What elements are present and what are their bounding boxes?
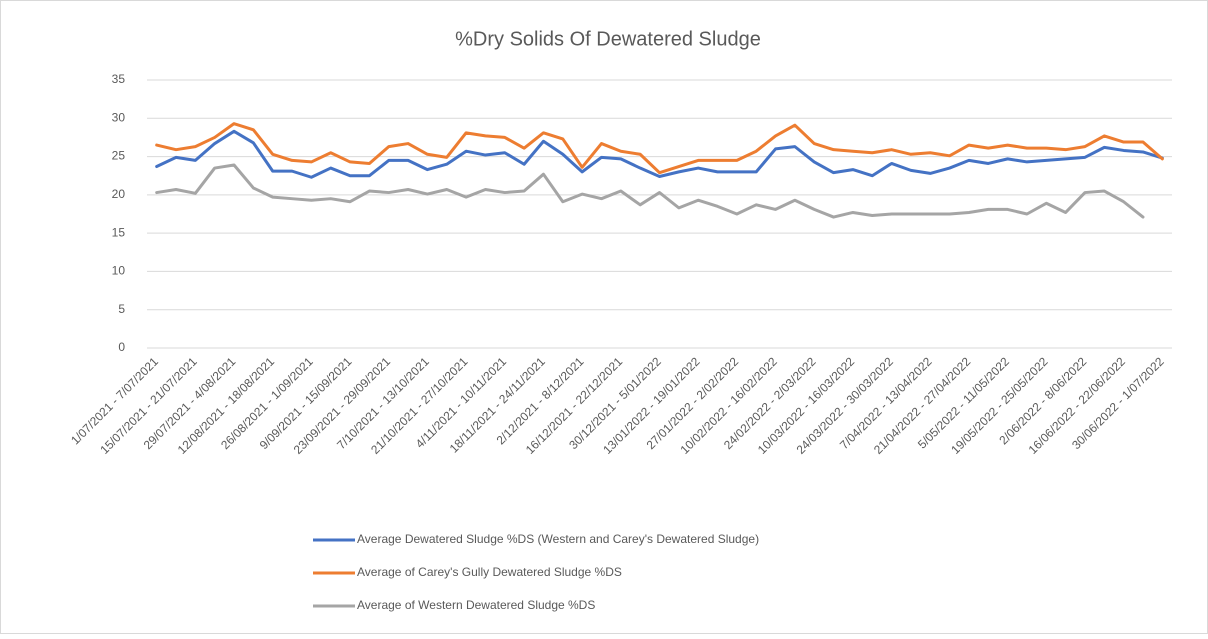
y-tick-label: 0 xyxy=(118,340,125,354)
y-tick-label: 25 xyxy=(112,149,126,163)
y-tick-label: 20 xyxy=(112,187,126,201)
series-line xyxy=(155,129,1164,179)
legend-label: Average of Western Dewatered Sludge %DS xyxy=(357,598,595,612)
y-tick-label: 30 xyxy=(112,110,126,124)
y-tick-label: 35 xyxy=(112,72,126,86)
chart-title: %Dry Solids Of Dewatered Sludge xyxy=(455,28,761,50)
y-tick-label: 5 xyxy=(118,302,125,316)
y-tick-label: 10 xyxy=(112,264,126,278)
series-line xyxy=(155,163,1145,219)
legend-label: Average Dewatered Sludge %DS (Western an… xyxy=(357,532,759,546)
legend-label: Average of Carey's Gully Dewatered Sludg… xyxy=(357,565,622,579)
series-line xyxy=(155,122,1164,175)
y-tick-label: 15 xyxy=(112,225,126,239)
